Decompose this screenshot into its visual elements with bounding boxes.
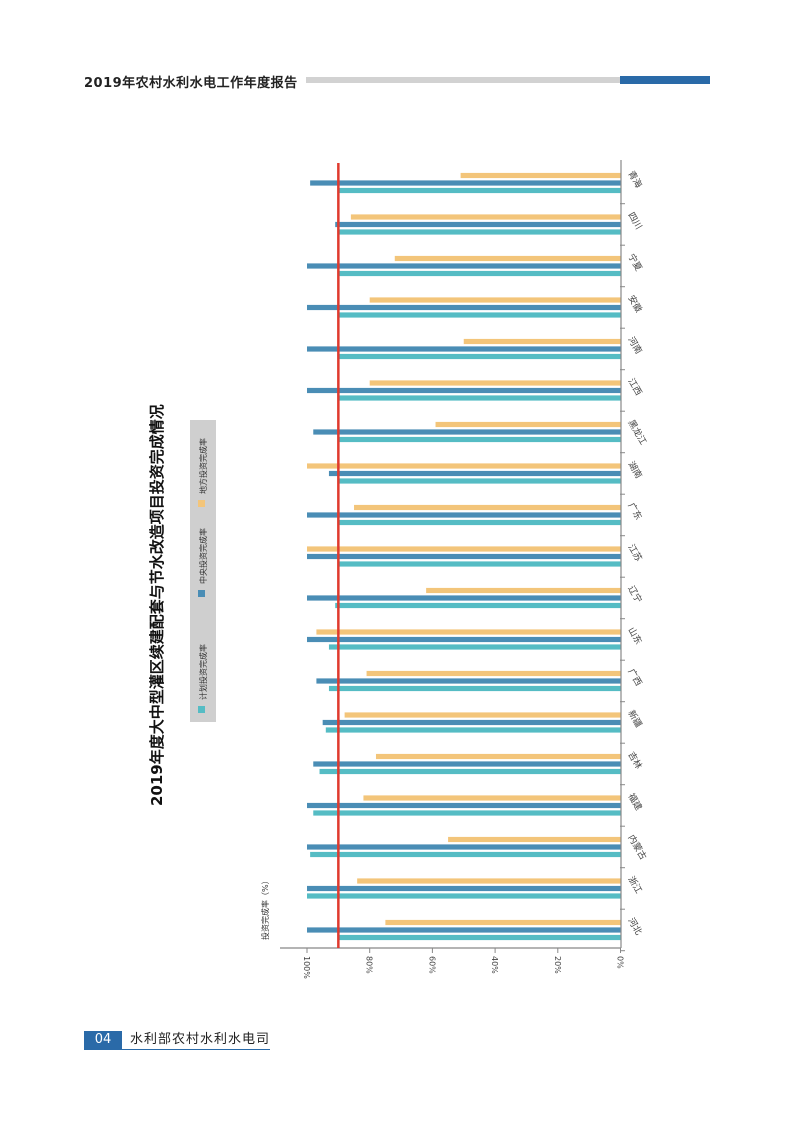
header-divider — [306, 77, 620, 83]
bar-plan — [325, 727, 621, 733]
bar-central — [313, 761, 621, 767]
bar-local — [426, 587, 621, 594]
bar-central — [307, 927, 621, 933]
value-tick-label: 40% — [490, 956, 499, 974]
value-tick-label: 20% — [553, 956, 562, 974]
bar-central — [307, 387, 621, 394]
category-label: 河南 — [625, 335, 644, 357]
bar-local — [460, 172, 621, 179]
category-label: 青海 — [625, 169, 644, 191]
bar-central — [307, 595, 621, 601]
bar-plan — [328, 644, 621, 650]
bar-plan — [338, 561, 621, 567]
category-label: 内蒙古 — [625, 833, 649, 862]
category-label: 广西 — [625, 667, 644, 689]
legend-label-local: 地方投资完成率 — [198, 438, 208, 494]
legend-box — [190, 420, 216, 722]
bar-plan — [338, 312, 621, 318]
value-tick-label: 80% — [365, 956, 374, 974]
value-tick-label: 100% — [302, 956, 311, 979]
bar-local — [394, 255, 621, 262]
category-label: 河北 — [625, 916, 644, 938]
category-label: 湖南 — [625, 459, 644, 481]
bar-central — [307, 553, 621, 560]
bar-central — [313, 429, 621, 435]
axis-label: 投资完成率（%） — [260, 876, 270, 940]
bar-plan — [307, 893, 621, 899]
category-label: 江西 — [625, 377, 644, 398]
bar-local — [448, 836, 621, 843]
legend-label-plan: 计划投资完成率 — [198, 644, 208, 700]
category-label: 黑龙江 — [625, 418, 649, 447]
category-label: 宁夏 — [625, 252, 644, 274]
category-label: 辽宁 — [625, 584, 644, 606]
bar-plan — [313, 810, 621, 816]
header-accent-bar — [620, 76, 710, 84]
bar-local — [369, 297, 621, 303]
bar-local — [463, 338, 621, 345]
bar-local — [354, 504, 621, 511]
bar-local — [385, 919, 621, 926]
bar-plan — [338, 519, 621, 526]
chart-title: 2019年度大中型灌区续建配套与节水改造项目投资完成情况 — [148, 404, 166, 806]
bar-central — [307, 304, 621, 311]
bar-plan — [319, 768, 621, 775]
category-label: 山东 — [625, 625, 644, 647]
bar-local — [357, 878, 621, 884]
bar-central — [307, 512, 621, 518]
bar-plan — [310, 851, 621, 858]
bar-central — [310, 180, 621, 186]
category-label: 安徽 — [625, 293, 644, 315]
category-label: 广东 — [625, 501, 644, 523]
category-label: 江苏 — [625, 542, 644, 564]
category-label: 四川 — [625, 211, 643, 232]
legend-swatch-local — [198, 500, 205, 507]
bar-local — [316, 629, 621, 635]
bar-central — [307, 346, 621, 352]
bar-local — [344, 712, 621, 718]
bar-plan — [335, 602, 621, 609]
value-tick-label: 60% — [427, 956, 436, 974]
bar-local — [350, 214, 621, 220]
bar-central — [307, 802, 621, 809]
category-label: 新疆 — [625, 708, 644, 730]
bar-central — [307, 636, 621, 643]
bar-plan — [328, 685, 621, 692]
bar-central — [307, 885, 621, 892]
bar-central — [335, 221, 621, 228]
legend-label-central: 中央投资完成率 — [198, 528, 208, 584]
bar-central — [322, 719, 621, 726]
bar-plan — [338, 187, 621, 194]
bar-plan — [338, 934, 621, 941]
bar-local — [363, 795, 621, 801]
bar-central — [316, 678, 621, 684]
bar-local — [369, 380, 621, 386]
bar-plan — [338, 229, 621, 235]
value-tick-label: 0% — [616, 956, 625, 969]
category-label: 福建 — [625, 791, 644, 813]
bar-central — [307, 844, 621, 850]
bar-local — [435, 421, 621, 428]
bar-plan — [338, 353, 621, 360]
header-title: 2019年农村水利水电工作年度报告 — [84, 76, 298, 91]
category-label: 吉林 — [625, 750, 644, 772]
bar-central — [307, 263, 621, 269]
bar-plan — [338, 436, 621, 443]
bar-local — [366, 670, 621, 677]
bar-plan — [338, 478, 621, 484]
bar-plan — [338, 270, 621, 277]
bar-local — [307, 463, 621, 469]
legend: 计划投资完成率 中央投资完成率 地方投资完成率 — [190, 420, 216, 722]
footer-department: 水利部农村水利水电司 — [130, 1032, 271, 1047]
legend-swatch-plan — [198, 706, 205, 713]
footer-line — [84, 1049, 270, 1050]
bar-local — [307, 546, 621, 552]
category-label: 浙江 — [625, 874, 644, 896]
bar-plan — [338, 395, 621, 401]
bar-central — [328, 470, 621, 477]
legend-swatch-central — [198, 590, 205, 597]
bar-local — [375, 753, 621, 760]
page-number: 04 — [84, 1031, 122, 1049]
